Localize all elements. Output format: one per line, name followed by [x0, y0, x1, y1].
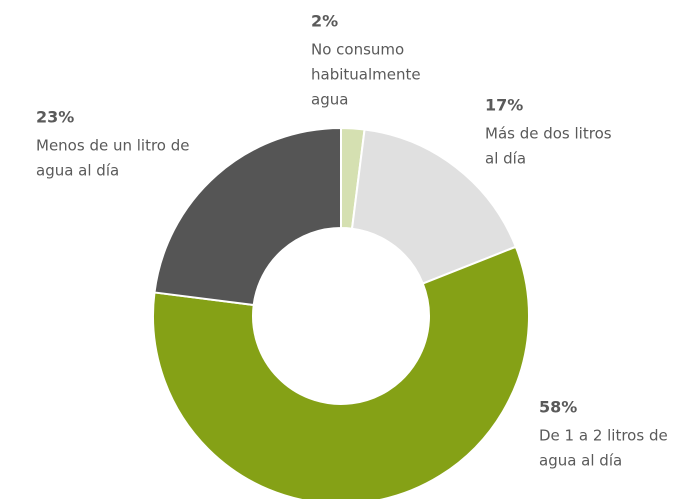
value-label: 17% [485, 96, 523, 115]
slice [153, 126, 342, 307]
category-label: habitualmente [311, 66, 421, 84]
value-label: 2% [311, 12, 338, 31]
category-label: De 1 a 2 litros de [539, 427, 668, 445]
value-label: 58% [539, 398, 577, 417]
value-label: 23% [36, 108, 74, 127]
slice [152, 245, 530, 499]
category-label: Menos de un litro de [36, 137, 190, 155]
slice [350, 128, 518, 285]
category-label: agua al día [36, 162, 119, 180]
category-label: agua [311, 91, 348, 109]
category-label: Más de dos litros [485, 125, 612, 143]
category-label: agua al día [539, 452, 622, 470]
category-label: al día [485, 150, 526, 168]
category-label: No consumo [311, 41, 404, 59]
